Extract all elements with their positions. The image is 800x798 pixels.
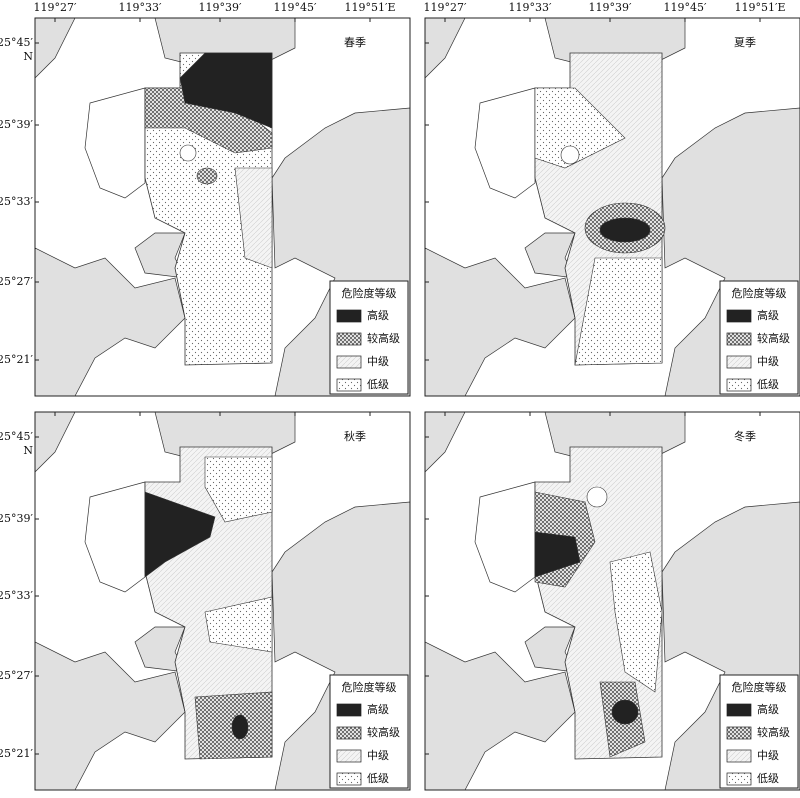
panel-frame (424, 411, 800, 791)
longitude-label: 119°27′ (34, 1, 77, 14)
latitude-label: 25°33′ (0, 589, 33, 602)
latitude-label: 25°21′ (0, 747, 33, 760)
legend-swatch (336, 332, 362, 346)
legend-label: 低级 (757, 772, 779, 785)
legend-swatch (336, 726, 362, 740)
legend-swatch (726, 772, 752, 786)
legend-title: 危险度等级 (342, 286, 397, 300)
panel-frame (34, 17, 411, 397)
legend-swatch (726, 703, 752, 717)
legend-label: 较高级 (367, 331, 400, 345)
legend-swatch (336, 772, 362, 786)
legend-swatch (726, 726, 752, 740)
map-content (425, 412, 800, 790)
risk-zone (204, 456, 273, 523)
latitude-label: 25°45′ (0, 36, 33, 49)
latitude-label: 25°27′ (0, 275, 33, 288)
longitude-label: 119°33′ (119, 1, 162, 14)
latitude-label: 25°39′ (0, 512, 33, 525)
risk-zone (196, 167, 218, 185)
legend-swatch (336, 355, 362, 369)
legend-swatch (336, 703, 362, 717)
legend-label: 较高级 (757, 725, 790, 739)
map-content (35, 412, 410, 790)
legend-label: 高级 (367, 308, 389, 322)
map-content (425, 18, 800, 396)
longitude-label: 119°45′ (274, 1, 317, 14)
legend-label: 中级 (757, 355, 779, 368)
latitude-label: 25°33′ (0, 195, 33, 208)
longitude-label: 119°45′ (664, 1, 707, 14)
panel-frame (34, 411, 411, 791)
legend-label: 中级 (367, 355, 389, 368)
north-label: N (23, 50, 33, 63)
season-title: 秋季 (344, 429, 366, 443)
legend-label: 中级 (367, 749, 389, 762)
legend-swatch (726, 332, 752, 346)
legend-label: 较高级 (757, 331, 790, 345)
risk-zone (609, 551, 663, 693)
map-content (35, 18, 410, 396)
latitude-label: 25°39′ (0, 118, 33, 131)
legend-swatch (726, 355, 752, 369)
risk-zone (560, 145, 580, 165)
north-label: N (23, 444, 33, 457)
legend-label: 高级 (757, 308, 779, 322)
legend-swatch (336, 309, 362, 323)
risk-zone (611, 699, 639, 725)
legend-swatch (336, 749, 362, 763)
risk-zone (179, 52, 273, 129)
risk-zone (234, 167, 273, 269)
risk-zone (204, 596, 273, 653)
legend-title: 危险度等级 (732, 286, 787, 300)
legend-title: 危险度等级 (732, 680, 787, 694)
latitude-label: 25°27′ (0, 669, 33, 682)
risk-zone (534, 87, 626, 169)
legend-swatch (336, 378, 362, 392)
legend-swatch (726, 378, 752, 392)
season-title: 春季 (344, 36, 366, 49)
latitude-label: 25°45′ (0, 430, 33, 443)
legend-label: 高级 (757, 702, 779, 716)
legend-label: 低级 (367, 378, 389, 391)
legend-label: 中级 (757, 749, 779, 762)
panel-frame (424, 17, 800, 397)
legend-label: 低级 (367, 772, 389, 785)
risk-zone (231, 714, 249, 740)
risk-zone (179, 144, 197, 162)
legend-label: 较高级 (367, 725, 400, 739)
latitude-label: 25°21′ (0, 353, 33, 366)
longitude-label: 119°39′ (589, 1, 632, 14)
season-title: 夏季 (734, 36, 756, 49)
longitude-label: 119°51′E (344, 1, 395, 14)
longitude-label: 119°33′ (509, 1, 552, 14)
legend-swatch (726, 309, 752, 323)
longitude-label: 119°39′ (199, 1, 242, 14)
longitude-label: 119°27′ (424, 1, 467, 14)
legend-swatch (726, 749, 752, 763)
risk-zone (534, 531, 581, 578)
risk-zone (599, 217, 651, 243)
risk-zone (586, 486, 608, 508)
legend-label: 低级 (757, 378, 779, 391)
longitude-label: 119°51′E (734, 1, 785, 14)
legend-title: 危险度等级 (342, 680, 397, 694)
legend-label: 高级 (367, 702, 389, 716)
risk-zone (574, 257, 663, 366)
season-title: 冬季 (734, 429, 756, 443)
risk-zone (144, 491, 216, 578)
